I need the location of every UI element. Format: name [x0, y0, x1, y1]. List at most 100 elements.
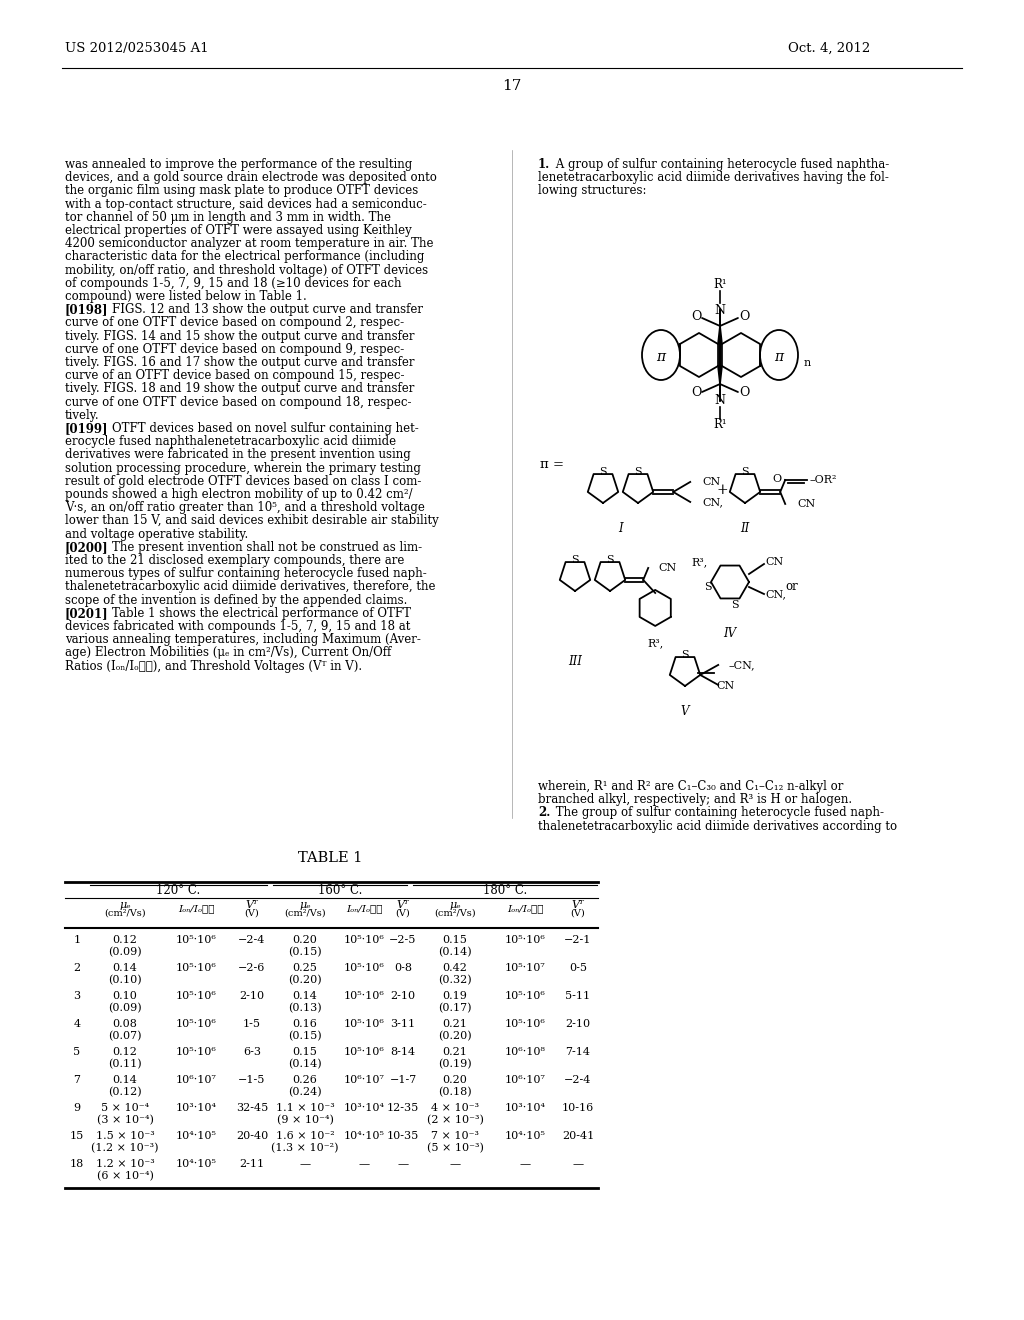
Text: −2-4: −2-4: [239, 935, 265, 945]
Text: 0-5: 0-5: [569, 964, 587, 973]
Text: V: V: [681, 705, 689, 718]
Text: −2-4: −2-4: [564, 1074, 592, 1085]
Text: tively. FIGS. 16 and 17 show the output curve and transfer: tively. FIGS. 16 and 17 show the output …: [65, 356, 415, 370]
Text: S: S: [681, 649, 689, 660]
Text: II: II: [740, 521, 750, 535]
Text: 2-10: 2-10: [565, 1019, 591, 1030]
Text: S: S: [731, 601, 738, 610]
Text: OTFT devices based on novel sulfur containing het-: OTFT devices based on novel sulfur conta…: [97, 422, 419, 436]
Text: (0.18): (0.18): [438, 1086, 472, 1097]
Text: Vᵀ: Vᵀ: [396, 900, 410, 909]
Text: (0.20): (0.20): [438, 1031, 472, 1041]
Text: [0198]: [0198]: [65, 304, 109, 317]
Text: (V): (V): [570, 909, 586, 917]
Text: 10⁴·10⁵: 10⁴·10⁵: [175, 1131, 216, 1140]
Text: –CN,: –CN,: [728, 660, 755, 671]
Text: Vᵀ: Vᵀ: [571, 900, 585, 909]
Text: 1.1 × 10⁻³: 1.1 × 10⁻³: [275, 1104, 335, 1113]
Text: tively.: tively.: [65, 409, 99, 422]
Text: 10-35: 10-35: [387, 1131, 419, 1140]
Text: S: S: [634, 467, 642, 477]
Text: tively. FIGS. 18 and 19 show the output curve and transfer: tively. FIGS. 18 and 19 show the output …: [65, 383, 415, 396]
Text: curve of one OTFT device based on compound 2, respec-: curve of one OTFT device based on compou…: [65, 317, 404, 330]
Text: 0.19: 0.19: [442, 991, 467, 1001]
Text: (9 × 10⁻⁴): (9 × 10⁻⁴): [276, 1115, 334, 1126]
Text: π: π: [656, 350, 666, 364]
Text: erocycle fused naphthalenetetracarboxylic acid diimide: erocycle fused naphthalenetetracarboxyli…: [65, 436, 396, 449]
Text: 10⁵·10⁶: 10⁵·10⁶: [175, 1047, 216, 1057]
Text: 10⁴·10⁵: 10⁴·10⁵: [344, 1131, 384, 1140]
Text: 0.25: 0.25: [293, 964, 317, 973]
Text: (0.09): (0.09): [109, 1003, 141, 1014]
Text: Table 1 shows the electrical performance of OTFT: Table 1 shows the electrical performance…: [97, 607, 411, 620]
Text: III: III: [568, 655, 582, 668]
Text: Ratios (Iₒₙ/Iₒ⁦⁦), and Threshold Voltages (Vᵀ in V).: Ratios (Iₒₙ/Iₒ⁦⁦), and Threshold Voltage…: [65, 660, 362, 673]
Text: −2-1: −2-1: [564, 935, 592, 945]
Text: (V): (V): [245, 909, 259, 917]
Text: 10⁵·10⁶: 10⁵·10⁶: [175, 935, 216, 945]
Text: 32-45: 32-45: [236, 1104, 268, 1113]
Text: (0.32): (0.32): [438, 975, 472, 985]
Text: (0.11): (0.11): [109, 1059, 141, 1069]
Text: Vᵀ: Vᵀ: [246, 900, 258, 909]
Text: 10⁵·10⁶: 10⁵·10⁶: [344, 1047, 384, 1057]
Text: curve of an OTFT device based on compound 15, respec-: curve of an OTFT device based on compoun…: [65, 370, 404, 383]
Text: (3 × 10⁻⁴): (3 × 10⁻⁴): [96, 1115, 154, 1126]
Text: 0.12: 0.12: [113, 935, 137, 945]
Text: 2-10: 2-10: [240, 991, 264, 1001]
Text: O: O: [738, 310, 750, 323]
Text: Iₒₙ/Iₒ⁦⁦: Iₒₙ/Iₒ⁦⁦: [346, 904, 382, 913]
Text: 0.16: 0.16: [293, 1019, 317, 1030]
Text: was annealed to improve the performance of the resulting: was annealed to improve the performance …: [65, 158, 413, 172]
Text: O: O: [738, 387, 750, 400]
Text: –OR²: –OR²: [809, 475, 837, 484]
Text: (0.15): (0.15): [288, 946, 322, 957]
Text: CN,: CN,: [702, 496, 723, 507]
Text: −1-5: −1-5: [239, 1074, 265, 1085]
Text: 12-35: 12-35: [387, 1104, 419, 1113]
Text: O: O: [691, 387, 701, 400]
Text: S: S: [571, 554, 579, 565]
Text: S: S: [741, 467, 749, 477]
Text: characteristic data for the electrical performance (including: characteristic data for the electrical p…: [65, 251, 424, 264]
Text: Iₒₙ/Iₒ⁦⁦: Iₒₙ/Iₒ⁦⁦: [507, 904, 544, 913]
Text: 10⁵·10⁶: 10⁵·10⁶: [344, 1019, 384, 1030]
Text: 1.2 × 10⁻³: 1.2 × 10⁻³: [95, 1159, 155, 1170]
Text: CN,: CN,: [765, 589, 786, 599]
Text: solution processing procedure, wherein the primary testing: solution processing procedure, wherein t…: [65, 462, 421, 475]
Text: 10⁶·10⁷: 10⁶·10⁷: [344, 1074, 384, 1085]
Text: R¹: R¹: [713, 279, 727, 292]
Text: 7: 7: [74, 1074, 81, 1085]
Text: CN: CN: [798, 499, 815, 510]
Text: (0.20): (0.20): [288, 975, 322, 985]
Text: 10³·10⁴: 10³·10⁴: [175, 1104, 216, 1113]
Text: 10⁵·10⁶: 10⁵·10⁶: [344, 935, 384, 945]
Text: 4200 semiconductor analyzer at room temperature in air. The: 4200 semiconductor analyzer at room temp…: [65, 238, 433, 251]
Text: S: S: [705, 582, 712, 591]
Text: 5: 5: [74, 1047, 81, 1057]
Text: +: +: [716, 483, 728, 498]
Text: 4: 4: [74, 1019, 81, 1030]
Text: 0.14: 0.14: [113, 1074, 137, 1085]
Text: 0.08: 0.08: [113, 1019, 137, 1030]
Text: —: —: [450, 1159, 461, 1170]
Text: curve of one OTFT device based on compound 18, respec-: curve of one OTFT device based on compou…: [65, 396, 412, 409]
Text: CN: CN: [765, 557, 783, 568]
Text: π: π: [774, 350, 783, 364]
Text: US 2012/0253045 A1: US 2012/0253045 A1: [65, 42, 209, 55]
Text: 1.6 × 10⁻²: 1.6 × 10⁻²: [275, 1131, 335, 1140]
Text: 120° C.: 120° C.: [156, 884, 200, 898]
Text: scope of the invention is defined by the appended claims.: scope of the invention is defined by the…: [65, 594, 408, 607]
Text: 20-40: 20-40: [236, 1131, 268, 1140]
Text: A group of sulfur containing heterocycle fused naphtha-: A group of sulfur containing heterocycle…: [552, 158, 889, 172]
Text: lenetetracarboxylic acid diimide derivatives having the fol-: lenetetracarboxylic acid diimide derivat…: [538, 172, 889, 185]
Text: 2-10: 2-10: [390, 991, 416, 1001]
Text: (V): (V): [395, 909, 411, 917]
Text: CN: CN: [702, 477, 721, 487]
Text: (0.19): (0.19): [438, 1059, 472, 1069]
Text: −1-7: −1-7: [389, 1074, 417, 1085]
Text: (0.07): (0.07): [109, 1031, 141, 1041]
Text: compound) were listed below in Table 1.: compound) were listed below in Table 1.: [65, 290, 307, 304]
Text: [0199]: [0199]: [65, 422, 109, 436]
Text: −2-5: −2-5: [389, 935, 417, 945]
